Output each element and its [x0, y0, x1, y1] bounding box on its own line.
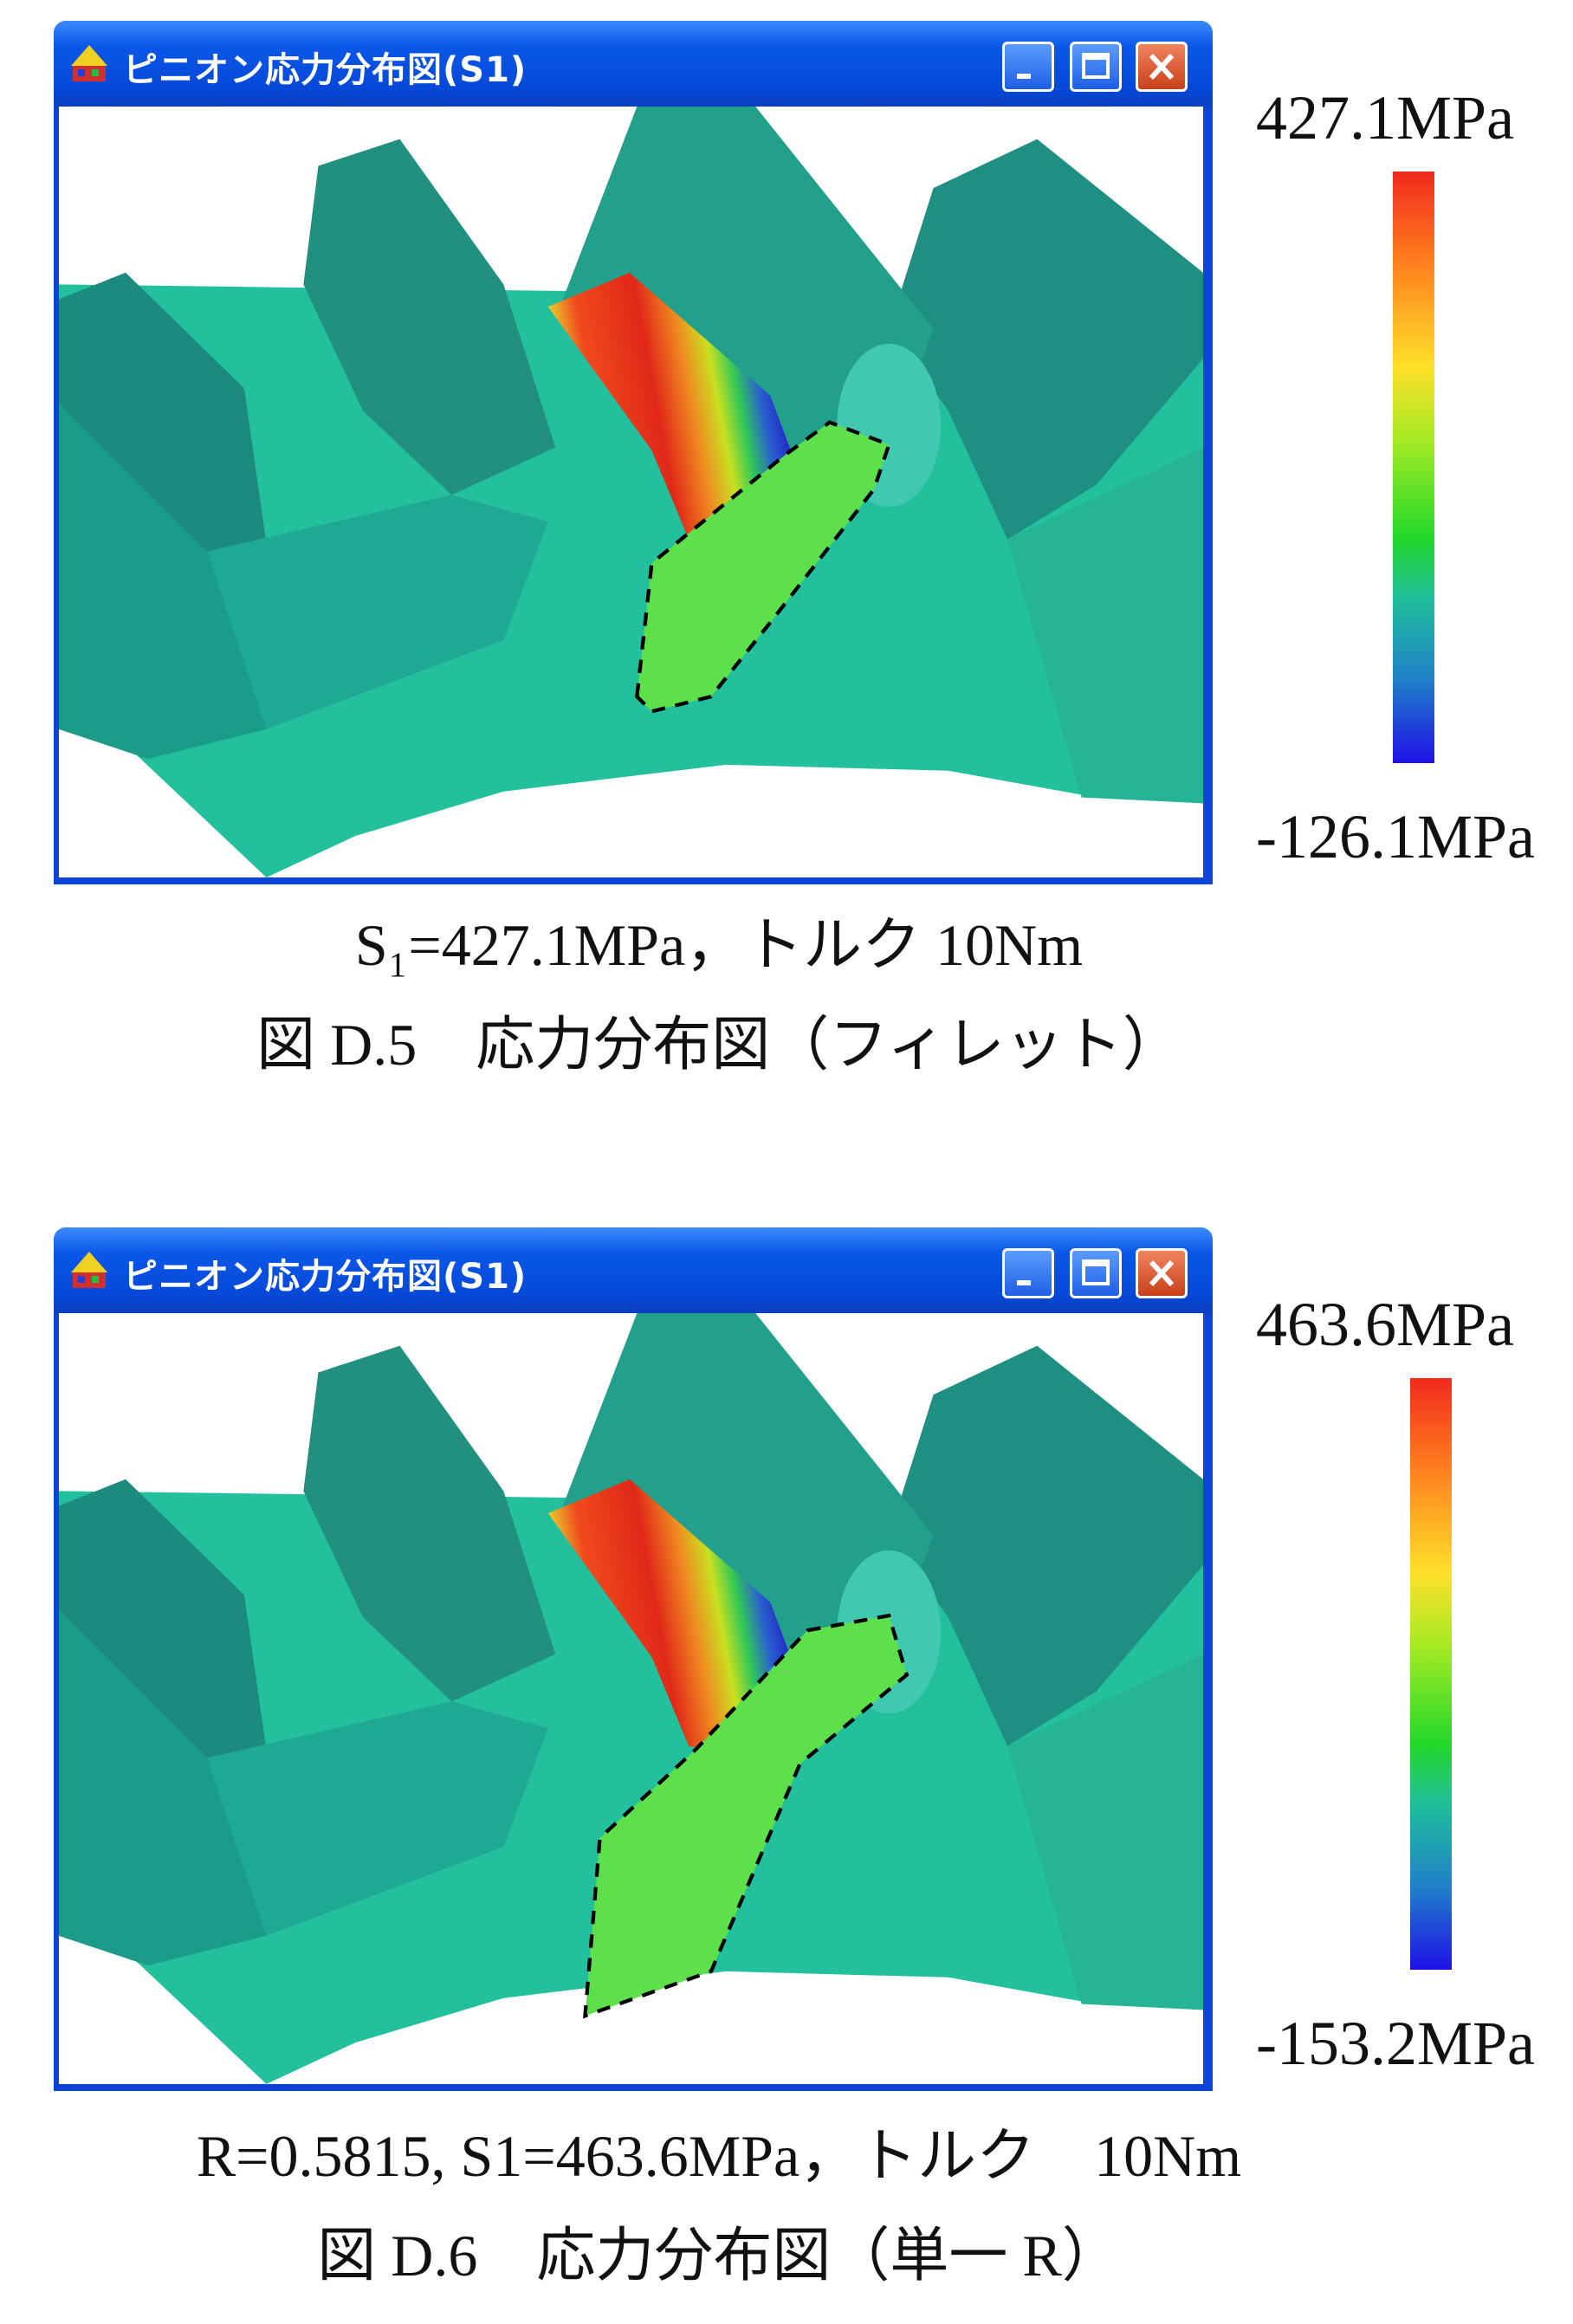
title-bar: ピニオン応力分布図(S1) — [54, 1227, 1213, 1313]
minimize-button[interactable] — [1002, 42, 1054, 92]
minimize-button[interactable] — [1002, 1248, 1054, 1298]
maximize-button[interactable] — [1070, 42, 1122, 92]
color-bar — [1410, 1378, 1452, 1970]
scale-max: 463.6MPa — [1256, 1290, 1515, 1359]
window: ピニオン応力分布図(S1) — [54, 21, 1213, 884]
figure-label: 図 D.5 応力分布図（フィレット） — [256, 1012, 1181, 1078]
close-button[interactable] — [1136, 42, 1188, 92]
caption: R=0.5815, S1=463.6MPa，トルク 10Nm — [196, 2123, 1242, 2189]
stress-plot — [59, 1313, 1203, 2084]
close-button[interactable] — [1136, 1248, 1188, 1298]
scale-min: -126.1MPa — [1256, 802, 1535, 871]
figure-label: 図 D.6 応力分布図（単一 R） — [317, 2223, 1121, 2288]
window: ピニオン応力分布図(S1) — [54, 1227, 1213, 2091]
caption: S₁=427.1MPa，トルク 10Nm — [354, 912, 1084, 978]
figure: ピニオン応力分布図(S1) 427.1MPa -126.1MPa S₁=427.… — [0, 0, 1573, 1117]
maximize-button[interactable] — [1070, 1248, 1122, 1298]
title-bar: ピニオン応力分布図(S1) — [54, 21, 1213, 107]
figure: ピニオン応力分布図(S1) 463.6MPa -153.2MPa R=0.581… — [0, 1207, 1573, 2324]
stress-plot — [59, 107, 1203, 877]
app-icon — [71, 45, 107, 81]
color-bar — [1393, 172, 1434, 763]
scale-max: 427.1MPa — [1256, 83, 1515, 152]
scale-min: -153.2MPa — [1256, 2009, 1535, 2078]
window-title: ピニオン応力分布図(S1) — [123, 50, 528, 90]
app-icon — [71, 1252, 107, 1288]
window-title: ピニオン応力分布図(S1) — [123, 1257, 528, 1297]
